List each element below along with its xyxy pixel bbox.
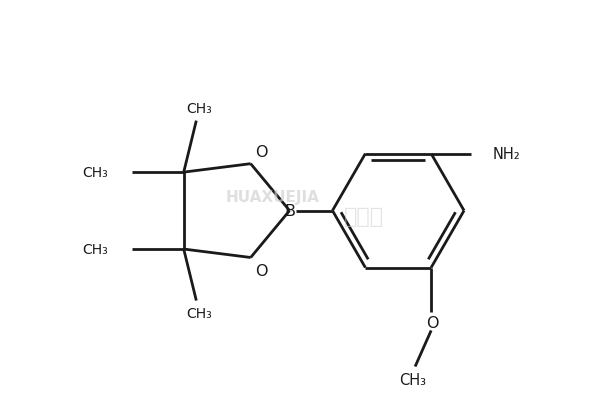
Text: CH₃: CH₃ — [186, 306, 212, 320]
Text: O: O — [255, 263, 267, 278]
Text: B: B — [284, 204, 295, 219]
Text: CH₃: CH₃ — [186, 102, 212, 116]
Text: HUAXUEJIA: HUAXUEJIA — [226, 189, 319, 204]
Text: CH₃: CH₃ — [399, 372, 426, 387]
Text: NH₂: NH₂ — [493, 147, 521, 162]
Text: CH₃: CH₃ — [82, 243, 108, 256]
Text: O: O — [255, 144, 267, 159]
Text: O: O — [427, 315, 439, 330]
Text: 化学加: 化学加 — [344, 207, 384, 227]
Text: CH₃: CH₃ — [82, 166, 108, 180]
